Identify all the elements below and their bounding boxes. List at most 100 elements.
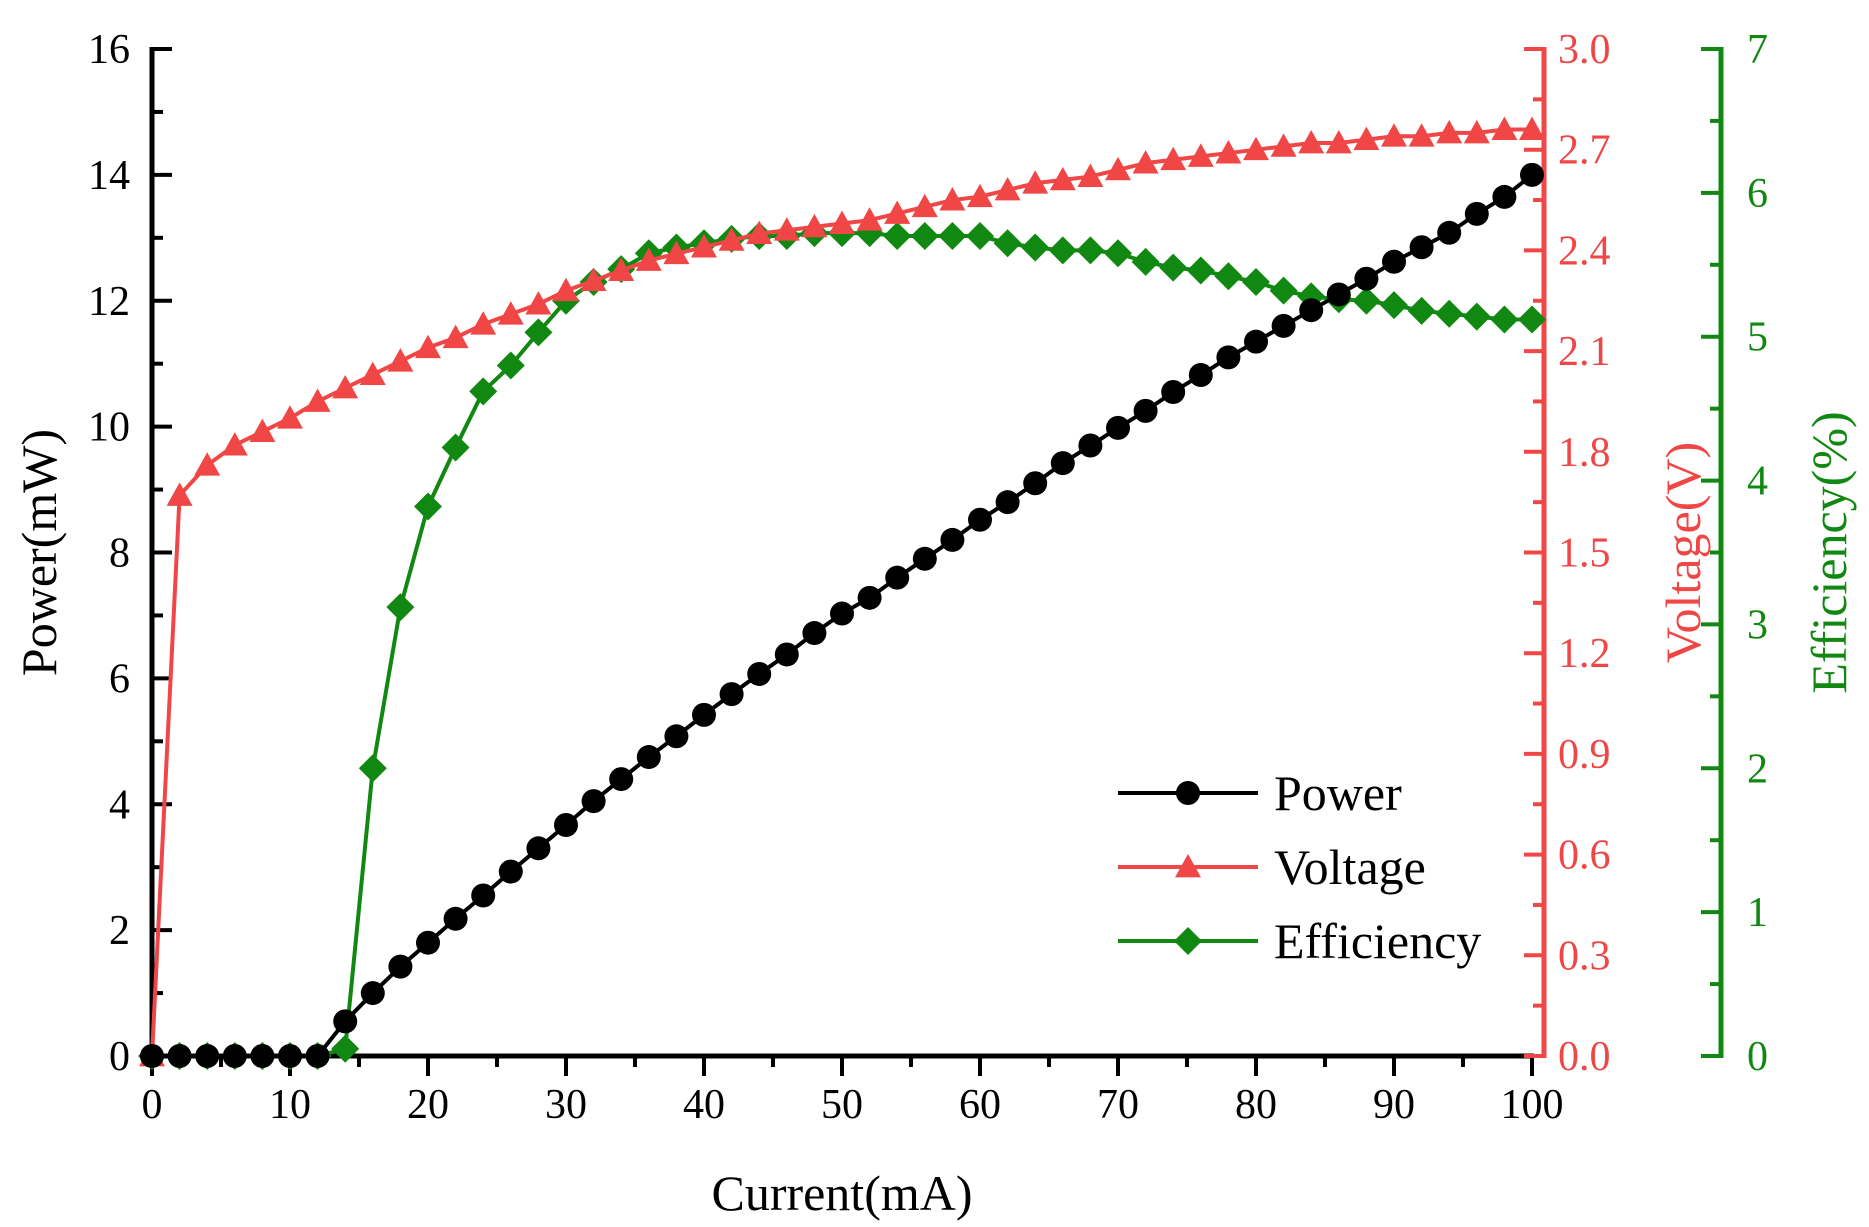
voltage-data-point: [746, 220, 773, 245]
voltage-data-point: [1270, 133, 1297, 157]
power-data-point: [1188, 363, 1213, 388]
voltage-data-point: [1243, 136, 1269, 161]
power-data-point: [388, 954, 413, 979]
voltage-data-point: [856, 207, 883, 231]
power-data-point: [1050, 451, 1075, 476]
efficiency-axis-title: Efficiency(%): [1801, 411, 1857, 693]
voltage-data-point: [994, 176, 1021, 201]
x-tick-label: 30: [545, 1082, 587, 1128]
efficiency-data-point: [414, 492, 442, 521]
axes-layer: 0 10 20 30 40 50 60 70 80 90 100Current(mA)0246810…: [11, 27, 1857, 1221]
efficiency-data-point: [496, 351, 525, 380]
power-data-point: [167, 1044, 192, 1068]
legend-voltage-marker: [1175, 854, 1201, 878]
power-data-point: [416, 930, 440, 955]
voltage-data-point: [166, 482, 193, 506]
power-data-point: [1492, 184, 1517, 209]
x-tick-label: 20: [407, 1082, 449, 1128]
efficiency-data-point: [1269, 276, 1298, 305]
power-data-point: [333, 1009, 358, 1034]
power-data-point: [636, 745, 661, 770]
legend-power-marker: [1176, 781, 1200, 805]
efficiency-data-point: [883, 222, 912, 251]
voltage-data-point: [221, 432, 248, 456]
voltage-data-point: [884, 200, 911, 224]
x-tick-label: 100: [1501, 1082, 1564, 1128]
power-data-point: [912, 546, 937, 571]
voltage-data-point: [1298, 129, 1325, 154]
legend-voltage-label: Voltage: [1274, 839, 1426, 895]
voltage-data-point: [829, 210, 855, 234]
power-data-point: [305, 1044, 330, 1068]
voltage-tick-label: 1.2: [1558, 631, 1611, 677]
efficiency-data-point: [441, 433, 470, 462]
series-layer: [138, 116, 1546, 1070]
x-tick-label: 40: [683, 1082, 725, 1128]
power-data-point: [1161, 380, 1186, 405]
power-data-point: [747, 661, 772, 686]
power-data-point: [1437, 220, 1462, 245]
voltage-data-point: [1491, 116, 1518, 140]
efficiency-data-point: [1131, 247, 1160, 276]
voltage-tick-label: 1.8: [1558, 430, 1611, 476]
power-tick-label: 14: [88, 153, 130, 199]
voltage-tick-label: 3.0: [1558, 27, 1611, 73]
power-data-point: [360, 981, 385, 1006]
voltage-data-point: [1463, 119, 1490, 144]
power-data-point: [1326, 282, 1351, 307]
voltage-data-point: [359, 361, 386, 385]
power-tick-label: 12: [88, 279, 130, 325]
power-tick-label: 0: [109, 1034, 130, 1080]
efficiency-data-point: [386, 593, 415, 622]
efficiency-data-point: [331, 1034, 360, 1063]
efficiency-data-point: [1352, 286, 1381, 315]
voltage-tick-label: 2.7: [1558, 128, 1611, 174]
voltage-data-point: [1022, 170, 1049, 194]
power-data-point: [940, 527, 965, 552]
legend-power-label: Power: [1274, 765, 1402, 821]
power-data-point: [968, 507, 992, 532]
voltage-data-point: [1187, 143, 1214, 167]
voltage-data-point: [1049, 166, 1076, 191]
efficiency-data-point: [966, 222, 994, 251]
efficiency-tick-label: 3: [1747, 602, 1768, 648]
voltage-data-point: [1353, 126, 1380, 151]
voltage-data-point: [801, 213, 828, 238]
legend-efficiency-marker: [1174, 927, 1202, 955]
x-tick-label: 70: [1097, 1082, 1139, 1128]
voltage-data-point: [332, 375, 359, 399]
power-data-point: [581, 789, 606, 814]
voltage-data-point: [1325, 129, 1352, 154]
power-tick-label: 8: [109, 531, 130, 577]
power-data-point: [857, 585, 882, 610]
power-data-point: [692, 702, 716, 727]
voltage-axis-title: Voltage(V): [1655, 442, 1711, 663]
efficiency-data-point: [1159, 253, 1188, 282]
power-data-point: [554, 813, 578, 838]
power-data-point: [250, 1044, 275, 1068]
voltage-data-point: [1381, 123, 1407, 147]
efficiency-data-point: [1214, 262, 1243, 291]
efficiency-data-point: [1242, 268, 1270, 297]
x-tick-label: 60: [959, 1082, 1001, 1128]
power-data-point: [830, 601, 854, 626]
power-data-point: [471, 883, 496, 908]
voltage-data-point: [553, 277, 579, 302]
power-data-point: [498, 859, 523, 884]
voltage-tick-label: 1.5: [1558, 531, 1611, 577]
voltage-data-point: [415, 334, 441, 359]
voltage-data-point: [608, 257, 635, 281]
voltage-data-point: [911, 193, 938, 218]
power-data-point: [1354, 266, 1379, 291]
voltage-data-point: [442, 324, 469, 349]
power-data-point: [222, 1044, 247, 1068]
voltage-data-point: [525, 291, 552, 315]
voltage-data-point: [1215, 140, 1242, 164]
voltage-tick-label: 0.9: [1558, 732, 1611, 778]
voltage-tick-label: 0.6: [1558, 833, 1611, 879]
x-tick-label: 80: [1235, 1082, 1277, 1128]
efficiency-data-point: [1518, 305, 1546, 334]
power-data-point: [609, 767, 634, 792]
efficiency-data-point: [993, 229, 1022, 258]
